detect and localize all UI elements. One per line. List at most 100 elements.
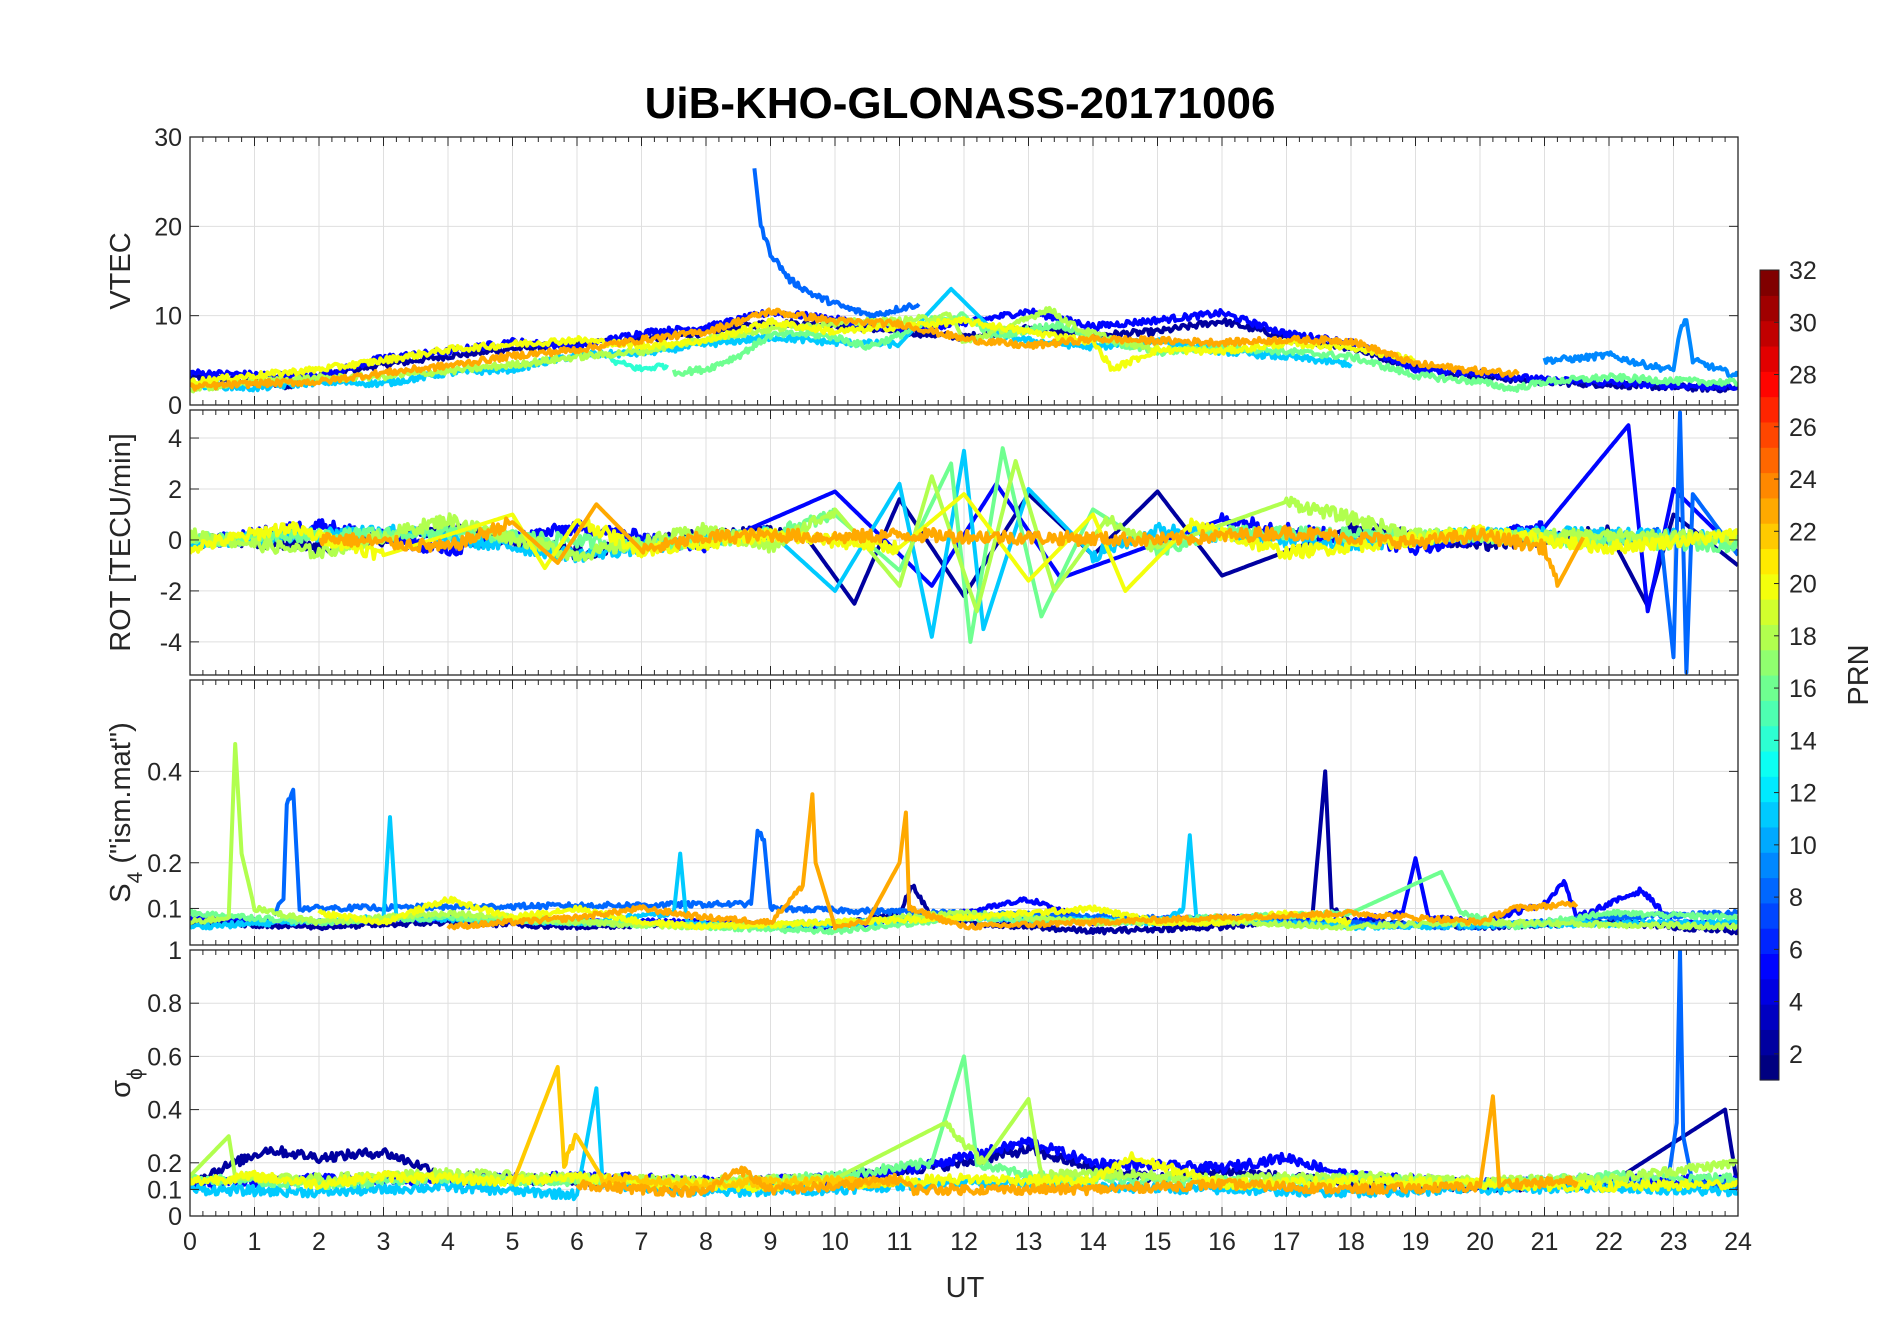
x-tick-label: 18 bbox=[1337, 1228, 1365, 1256]
colorbar-segment bbox=[1760, 928, 1779, 955]
colorbar-tick-label: 20 bbox=[1789, 571, 1817, 599]
series-line-prn-9 bbox=[1542, 318, 1738, 379]
ticks-vtec bbox=[189, 136, 1739, 406]
y-axis-label-rot: ROT [TECU/min] bbox=[105, 433, 137, 652]
series-line-prn-20 bbox=[190, 316, 1416, 386]
series-line-prn-8 bbox=[752, 168, 921, 321]
colorbar-segment bbox=[1760, 826, 1779, 853]
x-tick-label: 19 bbox=[1402, 1228, 1430, 1256]
y-tick-label: 20 bbox=[154, 213, 182, 241]
colorbar-frame bbox=[1759, 269, 1780, 1081]
y-tick-label: 1 bbox=[168, 937, 182, 965]
colorbar-segment bbox=[1760, 675, 1779, 701]
chart-title: UiB-KHO-GLONASS-20171006 bbox=[645, 79, 1276, 128]
colorbar-segment bbox=[1760, 776, 1779, 803]
y-tick-label: 0.2 bbox=[147, 1150, 182, 1178]
colorbar-segment bbox=[1760, 1054, 1779, 1081]
x-tick-label: 14 bbox=[1079, 1228, 1107, 1256]
colorbar-segment bbox=[1760, 877, 1779, 904]
y-label-main: VTEC bbox=[105, 232, 137, 309]
colorbar-segment bbox=[1760, 497, 1779, 524]
series-group-vtec bbox=[190, 168, 1738, 394]
y-tick-label: 10 bbox=[154, 303, 182, 331]
x-tick-label: 7 bbox=[635, 1228, 649, 1256]
series-group-rot bbox=[190, 410, 1738, 675]
y-tick-label: 0.2 bbox=[147, 850, 182, 878]
series-line-prn-22 bbox=[510, 1065, 901, 1191]
colorbar-segment bbox=[1760, 852, 1779, 879]
x-tick-label: 4 bbox=[441, 1228, 455, 1256]
y-label-subscript: ϕ bbox=[124, 1068, 147, 1080]
colorbar-tick-label: 14 bbox=[1789, 727, 1817, 755]
colorbar-segment bbox=[1760, 371, 1779, 398]
x-tick-label: 3 bbox=[377, 1228, 391, 1256]
colorbar-segment bbox=[1760, 270, 1779, 296]
x-tick-label: 10 bbox=[821, 1228, 849, 1256]
x-tick-label: 23 bbox=[1660, 1228, 1688, 1256]
colorbar-tick-label: 2 bbox=[1789, 1041, 1803, 1069]
x-tick-label: 24 bbox=[1724, 1228, 1752, 1256]
colorbar-segment bbox=[1760, 978, 1779, 1005]
x-tick-label: 15 bbox=[1144, 1228, 1172, 1256]
y-tick-label: 0.6 bbox=[147, 1043, 182, 1071]
series-line-prn-23 bbox=[190, 307, 1520, 392]
y-axis-label-vtec: VTEC bbox=[105, 232, 137, 309]
y-label-rest: ("ism.mat") bbox=[105, 722, 137, 871]
colorbar-tick-label: 32 bbox=[1789, 257, 1817, 285]
y-tick-label: 30 bbox=[154, 124, 182, 152]
colorbar-segment bbox=[1760, 953, 1779, 980]
colorbar-tick-label: 24 bbox=[1789, 466, 1817, 494]
colorbar: 32 30 28 26 24 22 20 18 16 14 12 10 8 6 4 2 bbox=[1759, 257, 1817, 1081]
x-tick-label: 1 bbox=[248, 1228, 262, 1256]
x-tick-label: 6 bbox=[570, 1228, 584, 1256]
colorbar-segment bbox=[1760, 421, 1779, 448]
series-line-prn-20 bbox=[190, 492, 1738, 593]
colorbar-segment bbox=[1760, 396, 1779, 423]
x-tick-label: 5 bbox=[506, 1228, 520, 1256]
series-group-s4 bbox=[190, 742, 1738, 936]
x-tick-label: 17 bbox=[1273, 1228, 1301, 1256]
y-tick-label: 0.8 bbox=[147, 990, 182, 1018]
y-tick-label: -4 bbox=[160, 629, 182, 657]
colorbar-segment bbox=[1760, 447, 1779, 474]
series-line-prn-23 bbox=[446, 792, 1579, 931]
colorbar-segment bbox=[1760, 548, 1779, 575]
x-axis-tick-labels: 0 1 2 3 4 5 6 7 8 9 10 11 12 13 14 15 16 17 18 19 20 21 22 23 24 bbox=[183, 1228, 1752, 1256]
y-label-main: ROT [TECU/min] bbox=[105, 433, 137, 652]
colorbar-segment bbox=[1760, 345, 1779, 372]
colorbar-tick-label: 4 bbox=[1789, 989, 1803, 1017]
series-line-prn-23 bbox=[575, 1094, 1579, 1198]
x-tick-label: 13 bbox=[1015, 1228, 1043, 1256]
colorbar-segment bbox=[1760, 624, 1779, 651]
colorbar-segment bbox=[1760, 750, 1779, 777]
colorbar-segment bbox=[1760, 295, 1779, 322]
series-line-prn-14 bbox=[607, 355, 670, 373]
colorbar-segment bbox=[1760, 573, 1779, 600]
series-group-sigma_phi bbox=[190, 950, 1738, 1202]
y-label-main: σ bbox=[105, 1080, 137, 1098]
x-tick-label: 12 bbox=[950, 1228, 978, 1256]
colorbar-segment bbox=[1760, 725, 1779, 752]
ticks-rot bbox=[189, 410, 1739, 675]
colorbar-segment bbox=[1760, 649, 1779, 676]
colorbar-tick-label: 12 bbox=[1789, 780, 1817, 808]
panel-s4: 0.10.20.4S4 ("ism.mat") bbox=[105, 679, 1739, 946]
colorbar-segment bbox=[1760, 523, 1779, 550]
x-tick-label: 22 bbox=[1595, 1228, 1623, 1256]
y-label-subscript: 4 bbox=[124, 871, 147, 883]
colorbar-tick-label: 18 bbox=[1789, 623, 1817, 651]
colorbar-tick-label: 22 bbox=[1789, 518, 1817, 546]
y-tick-label: 2 bbox=[168, 476, 182, 504]
colorbar-tick-label: 30 bbox=[1789, 309, 1817, 337]
colorbar-label: PRN bbox=[1843, 644, 1875, 705]
y-tick-label: 0 bbox=[168, 392, 182, 420]
x-axis-label: UT bbox=[946, 1272, 985, 1304]
panel-rot: -4 -2 0 2 4 ROT [TECU/min] bbox=[105, 409, 1739, 676]
colorbar-tick-label: 10 bbox=[1789, 832, 1817, 860]
x-tick-label: 2 bbox=[312, 1228, 326, 1256]
y-label-main: S bbox=[105, 883, 137, 902]
x-tick-label: 0 bbox=[183, 1228, 197, 1256]
x-tick-label: 20 bbox=[1466, 1228, 1494, 1256]
x-tick-label: 9 bbox=[764, 1228, 778, 1256]
